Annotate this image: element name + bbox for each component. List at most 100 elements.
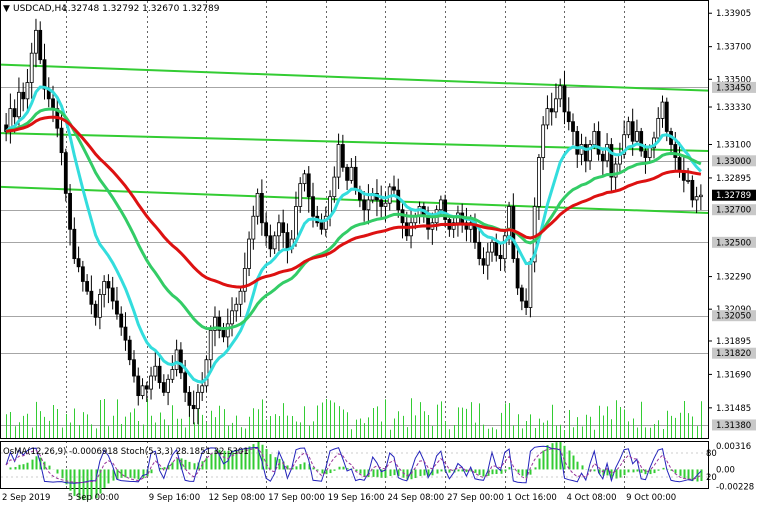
candle-body: [157, 365, 162, 383]
candle-body: [664, 101, 669, 132]
candle-body: [21, 91, 26, 100]
candle-body: [115, 300, 119, 315]
candle-body: [272, 235, 277, 250]
candle-body: [42, 59, 47, 90]
candle-body: [613, 163, 618, 178]
price-label-text: 1.32789: [716, 191, 751, 201]
candle-body: [63, 152, 68, 194]
candle-body: [255, 193, 260, 217]
candle-body: [136, 375, 141, 397]
time-tick-label: 9 Oct 00:00: [626, 493, 676, 503]
candle-body: [532, 206, 537, 263]
candle-body: [97, 294, 102, 318]
price-tick-label: 1.32290: [716, 273, 751, 283]
time-tick-label: 1 Oct 16:00: [507, 493, 557, 503]
time-tick-label: 2 Sep 2019: [2, 493, 50, 503]
candle-body: [571, 121, 575, 132]
candle-body: [362, 199, 367, 211]
candle-body: [187, 391, 192, 406]
price-tick-label: 1.32090: [716, 305, 751, 315]
ma-green-line[interactable]: [5, 107, 702, 331]
candle-body: [302, 173, 307, 185]
candle-body: [609, 144, 614, 178]
candle-body: [392, 186, 396, 191]
trendline[interactable]: [0, 185, 709, 214]
candle-body: [583, 144, 588, 162]
candle-body: [144, 385, 149, 390]
candle-body: [217, 316, 222, 331]
candle-body: [183, 372, 188, 393]
candle-body: [323, 215, 328, 230]
candle-body: [208, 329, 213, 361]
stoch-signal-line: [5, 447, 702, 484]
candle-body: [298, 183, 303, 207]
candle-body: [319, 222, 324, 230]
price-label-text: 1.31380: [716, 421, 751, 431]
candle-body: [68, 193, 72, 230]
price-labels: 1.33450 1.33000 1.32789 1.32700 1.32500 1.320…: [712, 81, 756, 431]
candle-body: [238, 290, 243, 305]
candle-body: [481, 258, 486, 266]
candle-body: [656, 118, 661, 139]
candle-body: [178, 349, 183, 374]
candle-body: [494, 241, 499, 256]
candle-body: [545, 108, 550, 126]
candle-body: [277, 222, 281, 237]
indicator-tick-label: 0.00316: [716, 442, 751, 452]
candle-body: [281, 222, 286, 233]
candle-body: [528, 261, 533, 308]
candle-body: [438, 199, 443, 211]
time-tick-label: 4 Oct 08:00: [566, 493, 616, 503]
candle-body: [119, 313, 124, 328]
price-label-text: 1.32700: [716, 206, 751, 216]
candle-body: [102, 281, 107, 295]
stoch-main-line: [5, 445, 702, 484]
candle-body: [80, 266, 85, 282]
ohlc-readout: 1.32748 1.32792 1.32670 1.32789: [62, 4, 220, 14]
price-tick-label: 1.33330: [716, 103, 751, 113]
time-tick-label: 12 Sep 08:00: [208, 493, 265, 503]
candle-body: [123, 326, 128, 341]
candle-body: [34, 29, 38, 54]
price-axis: 1.33905 1.33700 1.33500 1.33330 1.33100 1.328…: [706, 9, 754, 492]
current-price-label: [712, 189, 756, 201]
candle-body: [29, 52, 34, 83]
candle-body: [268, 235, 273, 250]
candle-body: [161, 382, 166, 393]
candle-body: [345, 166, 350, 181]
candle-body: [647, 147, 652, 158]
candle-body: [635, 131, 639, 142]
trendline[interactable]: [0, 63, 709, 92]
price-label-text: 1.31820: [716, 349, 751, 359]
candle-body: [677, 157, 682, 171]
menu-arrow-icon[interactable]: ▼: [3, 4, 10, 14]
price-label-text: 1.32500: [716, 238, 751, 248]
symbol-title: USDCAD,H4: [13, 4, 67, 14]
candle-body: [524, 300, 529, 308]
candle-body: [698, 194, 703, 198]
candle-body: [490, 241, 494, 253]
candle-body: [639, 131, 644, 152]
stoch-level-label: 20: [706, 473, 717, 483]
candle-body: [643, 150, 648, 158]
candle-body: [25, 82, 30, 100]
ma-red-line[interactable]: [5, 115, 702, 289]
indicator-frame: [0, 441, 709, 489]
candle-body: [200, 385, 205, 393]
candle-body: [221, 329, 226, 338]
time-tick-label: 17 Sep 00:00: [268, 493, 325, 503]
candle-body: [17, 91, 21, 118]
time-axis: 2 Sep 2019 5 Sep 00:00 9 Sep 16:00 12 Sep 0…: [2, 493, 676, 503]
candle-body: [353, 166, 358, 191]
candle-body: [588, 144, 592, 162]
candle-body: [93, 303, 98, 318]
candle-body: [660, 101, 665, 119]
candle-body: [600, 153, 605, 162]
price-tick-label: 1.31690: [716, 370, 751, 380]
ma-cyan-line[interactable]: [5, 85, 702, 384]
candle-body: [515, 258, 520, 289]
candle-body: [306, 173, 311, 198]
level-price-label: [712, 419, 756, 431]
candle-body: [225, 323, 230, 338]
